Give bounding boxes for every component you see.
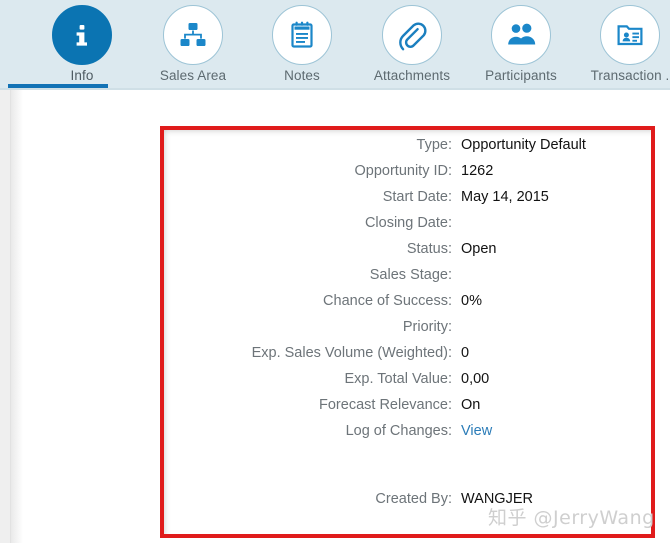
active-tab-indicator — [8, 84, 108, 90]
field-value-status: Open — [461, 241, 497, 257]
field-label: Type: — [416, 137, 452, 153]
field-row-opportunity-id: Opportunity ID: 1262 — [0, 158, 670, 184]
tab-strip: Info Sales Area — [0, 0, 670, 90]
field-row-log-of-changes: Log of Changes: View — [0, 418, 670, 486]
field-value-chance-of-success: 0% — [461, 293, 482, 309]
log-of-changes-view-link[interactable]: View — [461, 423, 493, 439]
watermark: 知乎 @JerryWang — [488, 507, 655, 529]
highlight-box — [160, 126, 655, 538]
field-label: Chance of Success: — [323, 293, 452, 309]
tab-attachments[interactable]: Attachments — [357, 0, 467, 90]
field-value-exp-total-value: 0,00 — [461, 371, 490, 387]
field-row-type: Type: Opportunity Default — [0, 132, 670, 158]
field-value-created-by: WANGJER — [461, 491, 533, 507]
field-label: Priority: — [402, 319, 452, 335]
field-row-forecast-relevance: Forecast Relevance: On — [0, 392, 670, 418]
tab-notes[interactable]: Notes — [247, 0, 357, 90]
tab-label: Sales Area — [159, 68, 227, 83]
field-value-type: Opportunity Default — [461, 137, 586, 153]
field-row-exp-total-value: Exp. Total Value: 0,00 — [0, 366, 670, 392]
field-row-created-by: Created By: WANGJER — [0, 486, 670, 512]
field-row-start-date: Start Date: May 14, 2015 — [0, 184, 670, 210]
people-icon — [491, 5, 551, 65]
tab-label: Attachments — [373, 68, 451, 83]
tab-transaction-history[interactable]: Transaction . — [575, 0, 670, 90]
field-label: Exp. Sales Volume (Weighted): — [251, 345, 452, 361]
field-row-exp-sales-volume-weighted: Exp. Sales Volume (Weighted): 0 — [0, 340, 670, 366]
highlight-box-inner — [164, 130, 651, 534]
field-label: Sales Stage: — [369, 267, 452, 283]
field-row-chance-of-success: Chance of Success: 0% — [0, 288, 670, 314]
page-body-inner-shadow — [11, 90, 23, 543]
field-row-closing-date: Closing Date: — [0, 210, 670, 236]
field-label: Created By: — [375, 491, 452, 507]
tab-sales-area[interactable]: Sales Area — [138, 0, 248, 90]
field-label: Forecast Relevance: — [319, 397, 452, 413]
info-icon — [52, 5, 112, 65]
field-row-priority: Priority: — [0, 314, 670, 340]
field-row-status: Status: Open — [0, 236, 670, 262]
field-label: Status: — [406, 241, 452, 257]
tab-label: Participants — [485, 68, 557, 83]
field-value-forecast-relevance: On — [461, 397, 481, 413]
tab-participants[interactable]: Participants — [466, 0, 576, 90]
paperclip-icon — [382, 5, 442, 65]
org-chart-icon — [163, 5, 223, 65]
field-label: Start Date: — [382, 189, 452, 205]
field-label: Exp. Total Value: — [344, 371, 452, 387]
tab-strip-divider — [0, 88, 670, 90]
contact-card-icon — [600, 5, 660, 65]
field-label: Log of Changes: — [345, 423, 452, 439]
field-value-start-date: May 14, 2015 — [461, 189, 549, 205]
left-gutter — [0, 90, 11, 543]
field-row-sales-stage: Sales Stage: — [0, 262, 670, 288]
field-label: Opportunity ID: — [354, 163, 452, 179]
opportunity-info-form: Type: Opportunity Default Opportunity ID… — [0, 132, 670, 512]
notepad-icon — [272, 5, 332, 65]
tab-label: Info — [70, 68, 94, 83]
field-value-exp-sales-volume-weighted: 0 — [461, 345, 470, 361]
tab-label: Notes — [284, 68, 320, 83]
field-label: Closing Date: — [364, 215, 452, 231]
tab-label: Transaction . — [590, 68, 670, 83]
tab-info[interactable]: Info — [27, 0, 137, 90]
field-value-opportunity-id: 1262 — [461, 163, 494, 179]
